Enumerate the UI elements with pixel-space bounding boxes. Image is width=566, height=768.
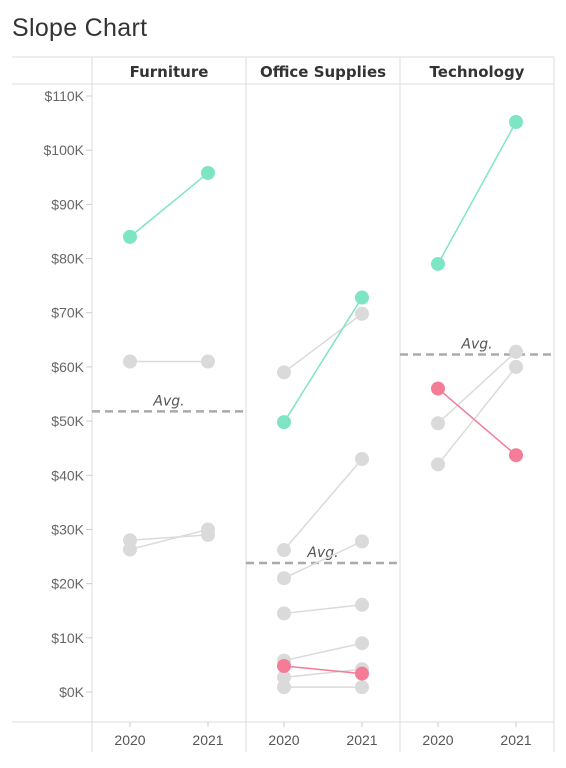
y-tick-label: $80K [51,251,84,267]
x-tick-label: 2020 [422,732,453,748]
data-point [123,229,137,244]
data-point [509,344,523,359]
panel-header: Furniture [130,63,209,81]
series-neutral [123,522,215,557]
y-tick-label: $60K [51,359,84,375]
data-point [201,522,215,537]
series-decrease [431,381,523,463]
average-label: Avg. [460,336,492,352]
slope-line [283,668,363,679]
y-tick-label: $70K [51,305,84,321]
series-neutral [431,359,523,472]
series-increase [431,115,523,271]
data-point [509,359,523,374]
data-point [355,680,369,695]
slope-line [437,388,517,456]
slope-line [129,534,209,542]
slope-line [283,313,363,373]
slope-line [129,172,209,238]
series-neutral [277,452,369,558]
chart-frame [12,56,555,752]
average-label: Avg. [152,393,184,409]
slope-line [283,458,363,551]
x-tick-label: 2020 [268,732,299,748]
data-point [277,415,291,430]
data-point [277,658,291,673]
x-tick-label: 2021 [500,732,531,748]
data-point [431,457,445,472]
x-tick-label: 2021 [346,732,377,748]
data-point [431,256,445,271]
data-point [277,571,291,586]
data-point [509,115,523,130]
series-neutral [431,344,523,431]
slope-line [283,642,363,662]
series-neutral [277,636,369,668]
data-point [509,448,523,463]
slope-line [283,604,363,615]
series-neutral [277,534,369,586]
series-neutral [277,680,369,695]
y-tick-label: $40K [51,467,84,483]
data-point [277,365,291,380]
data-point [355,290,369,305]
slope-line [437,351,517,424]
data-point [277,680,291,695]
y-tick-label: $20K [51,576,84,592]
x-tick-label: 2021 [192,732,223,748]
slope-line [437,366,517,465]
x-tick-label: 2020 [114,732,145,748]
y-tick-label: $90K [51,196,84,212]
y-tick-label: $100K [44,142,85,158]
average-label: Avg. [306,545,338,561]
data-point [355,666,369,681]
series-increase [123,165,215,244]
panel-header: Office Supplies [260,63,386,81]
y-tick-label: $0K [59,684,85,700]
data-point [201,165,215,180]
data-point [355,452,369,467]
series-increase [277,290,369,430]
series-decrease [277,658,369,681]
slope-line [437,121,517,265]
slope-line [283,297,363,423]
data-point [431,381,445,396]
data-point [355,306,369,321]
data-point [123,542,137,557]
slope-line [129,528,209,551]
series-neutral [277,597,369,621]
data-point [355,636,369,651]
panel-header: Technology [430,63,525,81]
average-lines: Avg. Avg. Avg. [92,336,554,565]
data-point [201,354,215,369]
y-tick-label: $10K [51,630,84,646]
panel-headers: Furniture Office Supplies Technology [130,63,525,81]
data-point [123,354,137,369]
y-tick-label: $30K [51,521,84,537]
data-point [355,597,369,612]
slope-line [283,665,363,675]
x-axis: 2020 2021 2020 2021 2020 2021 [114,722,532,748]
y-tick-label: $50K [51,413,84,429]
y-axis: $0K $10K $20K $30K $40K $50K $60K $70K $80K $90K $… [44,88,92,700]
series-neutral [277,306,369,380]
y-tick-label: $110K [45,88,85,104]
data-point [277,670,291,685]
plot-area [123,115,523,695]
data-point [355,534,369,549]
slope-line [283,540,363,579]
data-point [431,416,445,431]
data-point [277,606,291,621]
series-neutral [123,354,215,369]
page-title: Slope Chart [12,14,148,42]
data-point [277,543,291,558]
